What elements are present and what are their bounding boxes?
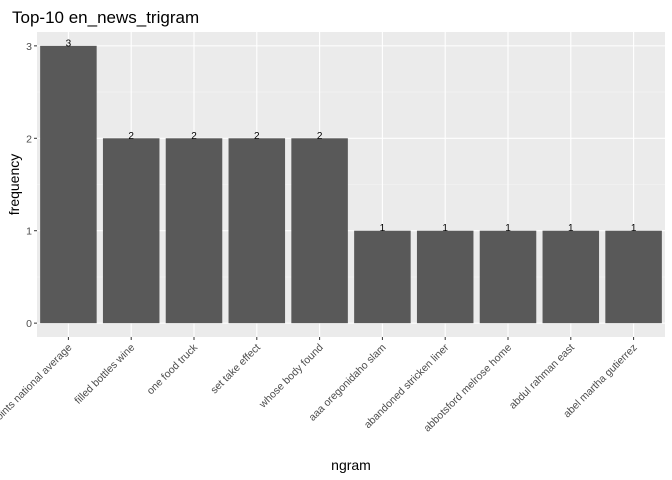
y-axis-title: frequency xyxy=(6,154,22,215)
bars xyxy=(40,45,662,324)
y-axis: 0 1 2 3 xyxy=(26,41,37,330)
y-tick-label: 2 xyxy=(26,133,32,145)
bar xyxy=(605,230,662,324)
x-axis-title: ngram xyxy=(331,457,371,473)
bar-value-label: 1 xyxy=(380,223,386,234)
bar xyxy=(416,230,474,324)
bar-value-labels: 3 2 2 2 2 1 1 1 1 1 xyxy=(66,38,637,234)
x-tick-label: one food truck xyxy=(145,341,201,397)
bar-value-label: 1 xyxy=(505,223,511,234)
bar xyxy=(291,138,348,324)
bar-value-label: 1 xyxy=(631,223,637,234)
x-tick-label: filled bottles wine xyxy=(72,342,137,407)
bar-value-label: 2 xyxy=(254,131,260,142)
bar-value-label: 2 xyxy=(128,131,134,142)
y-tick-label: 3 xyxy=(26,41,32,53)
bar xyxy=(40,45,97,324)
bar xyxy=(542,230,600,324)
bar-value-label: 1 xyxy=(442,223,448,234)
bar xyxy=(479,230,537,324)
bar-value-label: 2 xyxy=(317,131,323,142)
bar xyxy=(102,138,160,324)
x-tick-label: points national average xyxy=(0,342,75,427)
chart-title: Top-10 en_news_trigram xyxy=(12,8,199,27)
bar-value-label: 1 xyxy=(568,223,574,234)
bar xyxy=(228,138,286,324)
bar xyxy=(354,230,411,324)
bar-value-label: 2 xyxy=(191,131,197,142)
y-tick-label: 1 xyxy=(26,226,32,238)
bar xyxy=(165,138,223,324)
x-tick-label: whose body found xyxy=(256,342,326,412)
bar-value-label: 3 xyxy=(66,38,72,49)
y-tick-label: 0 xyxy=(26,318,32,330)
x-tick-label: abdul rahman east xyxy=(507,342,577,412)
x-tick-label: set take effect xyxy=(208,342,263,397)
